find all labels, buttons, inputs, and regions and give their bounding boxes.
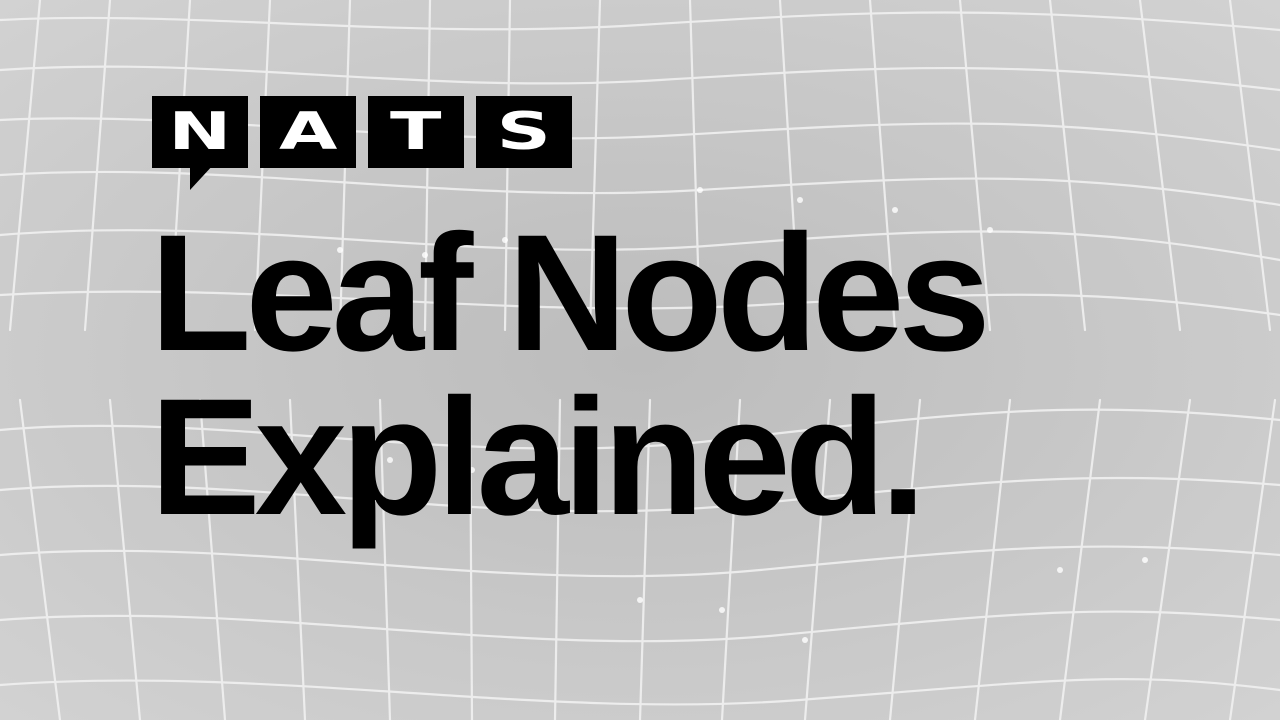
title-line-2: Explained. [150, 365, 926, 550]
page-title: Leaf Nodes Explained. [150, 201, 991, 550]
logo-letter-box-s: S [476, 96, 572, 168]
logo-letter-box-t: T [368, 96, 464, 168]
logo-letter-t: T [390, 102, 442, 162]
logo-letter-box-n: N [152, 96, 248, 168]
logo-letter-n: N [168, 102, 232, 162]
nats-logo: N A T S [152, 96, 572, 200]
logo-letter-box-a: A [260, 96, 356, 168]
logo-speech-tail [190, 164, 214, 190]
logo-letter-s: S [496, 102, 552, 162]
title-line-1: Leaf Nodes [150, 201, 991, 386]
logo-letter-a: A [278, 102, 338, 162]
